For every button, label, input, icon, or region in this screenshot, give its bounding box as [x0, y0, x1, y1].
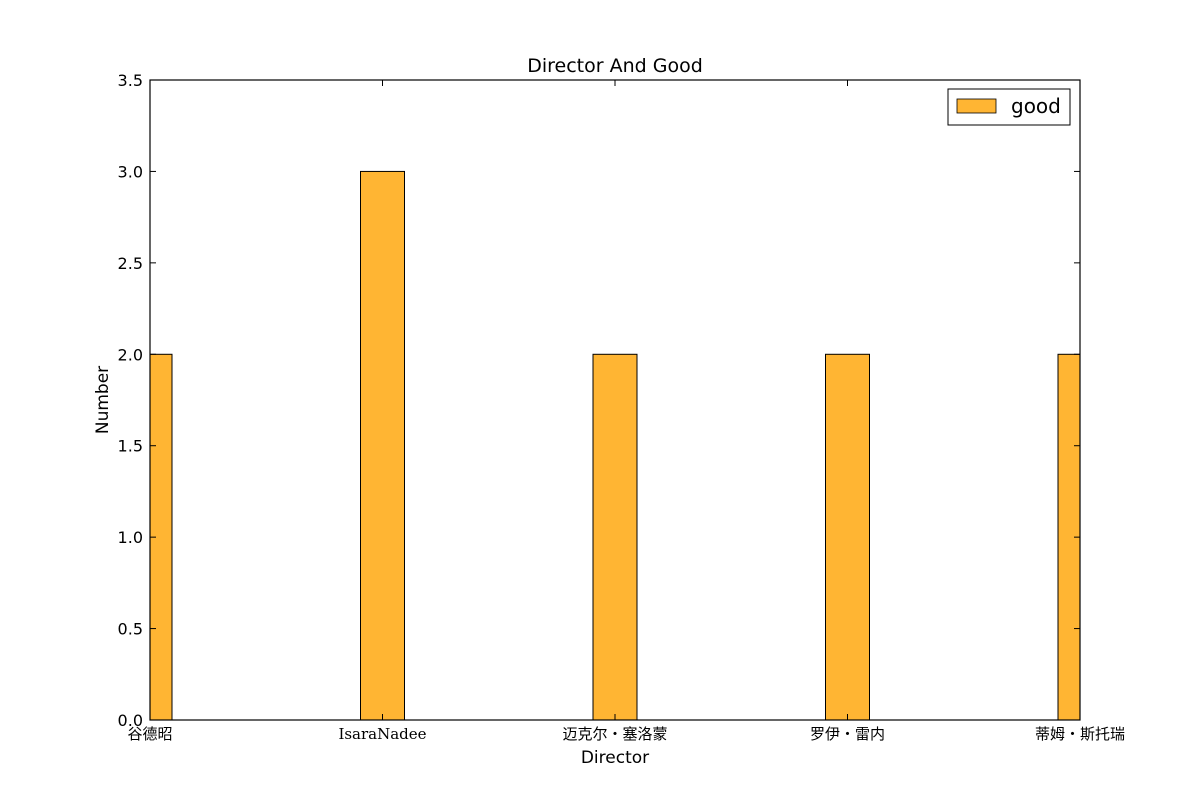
- y-axis-label: Number: [93, 366, 113, 434]
- y-tick-label-4: 2.0: [118, 345, 143, 364]
- y-tick-label-0: 0.0: [118, 711, 143, 730]
- plot-frame: [149, 79, 1081, 721]
- y-tick-label-3: 1.5: [118, 437, 143, 456]
- legend-swatch: [956, 98, 997, 114]
- x-tick-label-4: 蒂姆・斯托瑞: [1035, 725, 1125, 743]
- x-tick-label-1: IsaraNadee: [338, 725, 426, 743]
- x-axis-label: Director: [581, 748, 649, 768]
- bar-2: [592, 353, 638, 720]
- bar-1: [360, 170, 405, 720]
- y-tick-label-2: 1.0: [118, 528, 143, 547]
- bar-3: [825, 353, 870, 720]
- x-tick-labels: 谷德昭 IsaraNadee 迈克尔・塞洛蒙 罗伊・雷内 蒂姆・斯托瑞: [127, 725, 1125, 743]
- y-tick-label-7: 3.5: [118, 71, 143, 90]
- legend-label: good: [1011, 94, 1061, 118]
- legend: good: [947, 88, 1071, 126]
- x-tick-label-3: 罗伊・雷内: [810, 725, 885, 743]
- y-tick-labels: 0.0 0.5 1.0 1.5 2.0 2.5 3.0 3.5: [118, 71, 143, 730]
- bars-group: [150, 170, 1080, 720]
- chart-title: Director And Good: [527, 55, 703, 77]
- x-tick-label-0: 谷德昭: [127, 725, 172, 743]
- y-tick-label-5: 2.5: [118, 254, 143, 273]
- y-tick-label-1: 0.5: [118, 620, 143, 639]
- x-tick-label-2: 迈克尔・塞洛蒙: [562, 725, 667, 743]
- y-tick-label-6: 3.0: [118, 162, 143, 181]
